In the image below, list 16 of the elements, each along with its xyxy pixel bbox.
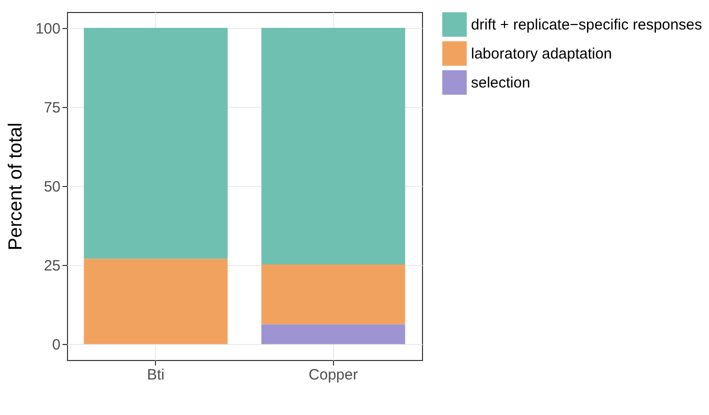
bar <box>261 324 406 344</box>
y-tick-label: 0 <box>52 336 60 354</box>
legend-label: selection <box>471 74 530 92</box>
y-tick-label: 50 <box>44 178 60 196</box>
x-tick-label: Bti <box>146 366 165 384</box>
bar <box>84 28 228 259</box>
legend-label: laboratory adaptation <box>471 46 612 62</box>
x-tick-label: Copper <box>308 366 358 384</box>
bar <box>261 264 406 324</box>
y-tick-label: 25 <box>44 258 60 275</box>
legend-label: drift + replicate−specific responses <box>471 16 702 34</box>
bar <box>261 28 406 264</box>
y-axis-title: Percent of total <box>5 122 26 250</box>
y-tick-label: 100 <box>35 20 60 38</box>
bar <box>84 258 228 344</box>
y-tick-label: 75 <box>44 99 60 116</box>
